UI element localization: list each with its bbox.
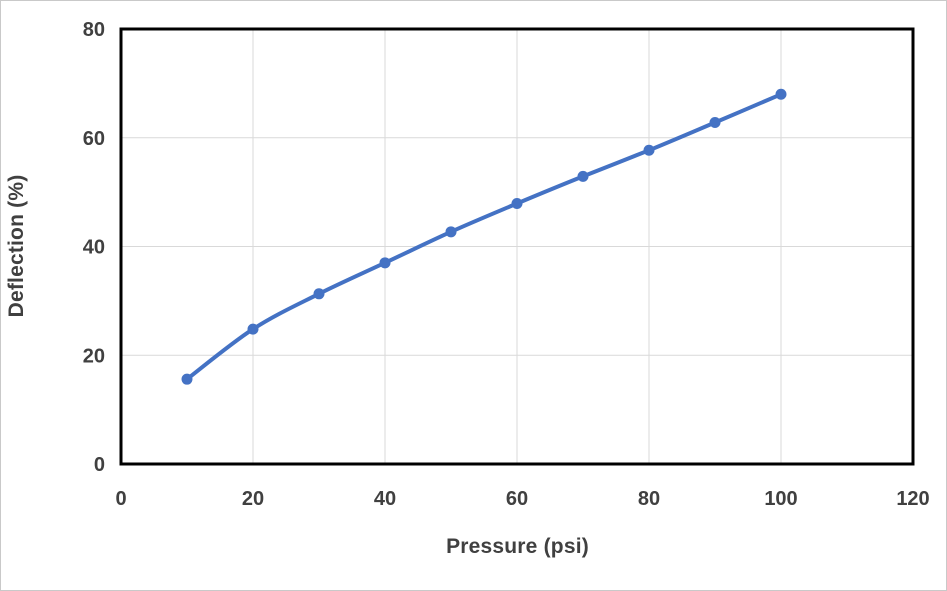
data-point-marker bbox=[511, 198, 523, 210]
y-tick-label: 80 bbox=[83, 19, 105, 41]
x-tick-label: 40 bbox=[374, 488, 396, 510]
data-point-marker bbox=[313, 288, 325, 300]
x-tick-label: 20 bbox=[242, 488, 264, 510]
data-point-marker bbox=[643, 144, 655, 156]
data-point-marker bbox=[709, 117, 721, 129]
series-line bbox=[185, 92, 783, 382]
plot-border bbox=[119, 27, 915, 466]
y-tick-label: 0 bbox=[94, 454, 105, 476]
data-point-marker bbox=[775, 88, 787, 100]
y-tick-label: 60 bbox=[83, 128, 105, 150]
y-axis-title: Deflection (%) bbox=[5, 174, 28, 318]
data-point-marker bbox=[577, 170, 589, 182]
data-point-marker bbox=[181, 373, 193, 385]
x-tick-label: 100 bbox=[764, 488, 797, 510]
data-point-marker bbox=[379, 257, 391, 269]
y-tick-label: 40 bbox=[83, 237, 105, 259]
data-point-marker bbox=[247, 323, 259, 335]
x-axis-title: Pressure (psi) bbox=[446, 535, 589, 558]
y-tick-label: 20 bbox=[83, 345, 105, 367]
x-tick-label: 120 bbox=[896, 488, 929, 510]
data-point-marker bbox=[445, 226, 457, 238]
x-tick-label: 0 bbox=[115, 488, 126, 510]
x-tick-label: 80 bbox=[638, 488, 660, 510]
x-tick-label: 60 bbox=[506, 488, 528, 510]
